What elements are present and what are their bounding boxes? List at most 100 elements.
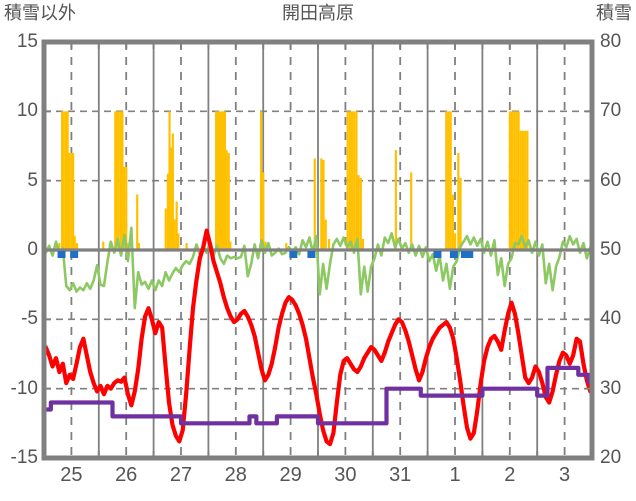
bar [394, 150, 397, 250]
x-axis-tick: 28 [224, 464, 247, 486]
bar [223, 111, 226, 250]
bar [357, 175, 360, 250]
bar [115, 111, 119, 250]
bar [259, 111, 263, 250]
right-axis-title: 積雪 [596, 3, 632, 23]
x-axis-tick: 27 [169, 464, 193, 486]
y-axis-tick-right: 70 [600, 100, 622, 122]
y-axis-tick-right: 20 [600, 447, 622, 468]
x-axis-tick: 26 [115, 464, 138, 486]
bar [410, 172, 413, 250]
y-axis-tick-left: -15 [10, 447, 38, 468]
bar [137, 243, 140, 250]
snow-flag-marker [307, 251, 316, 258]
bar [66, 111, 69, 250]
bar [346, 111, 349, 250]
snow-flag-marker [460, 251, 469, 258]
left-axis-title: 積雪以外 [4, 3, 76, 23]
bar [227, 152, 230, 250]
bar [453, 233, 457, 250]
bar [185, 243, 188, 250]
snow-flag-marker [433, 251, 442, 258]
bar [216, 111, 219, 250]
y-axis-tick-left: 5 [27, 169, 38, 191]
bar [353, 111, 356, 250]
bar [220, 111, 223, 250]
bar [457, 152, 460, 250]
bar [218, 111, 221, 250]
bar [68, 152, 71, 250]
y-axis-tick-right: 30 [600, 377, 622, 399]
bar [166, 173, 170, 250]
bar [73, 236, 76, 250]
blue-marker-series [57, 251, 474, 258]
y-axis-tick-left: 0 [27, 239, 38, 260]
bar [125, 166, 128, 250]
bar-series [56, 111, 529, 250]
bar [264, 241, 267, 250]
x-axis-tick: 3 [559, 464, 571, 486]
bar [519, 130, 522, 250]
bar [119, 111, 122, 250]
bar [126, 243, 130, 250]
bar [359, 177, 362, 250]
bar [170, 147, 173, 250]
chart-title: 開田高原 [282, 3, 354, 23]
x-axis-tick: 30 [334, 464, 357, 486]
y-axis-tick-left: -10 [10, 377, 38, 399]
bar [515, 111, 518, 250]
bar [229, 241, 232, 250]
y-axis-tick-right: 60 [600, 169, 622, 191]
bar [177, 233, 180, 250]
bar [122, 166, 126, 250]
bar [285, 243, 288, 250]
bar [447, 111, 450, 250]
snow-flag-marker [465, 251, 474, 258]
purple-step-series [41, 365, 595, 426]
bar [526, 130, 529, 250]
bar [121, 111, 124, 250]
bar [225, 150, 228, 250]
red-line-series [43, 228, 593, 447]
bar [102, 241, 105, 250]
bar [58, 243, 61, 250]
bar [164, 208, 167, 250]
snow-flag-marker [70, 251, 79, 258]
y-axis-tick-left: -5 [21, 308, 38, 330]
x-axis-tick: 1 [449, 464, 461, 486]
bar [513, 111, 516, 250]
y-axis-tick-right: 80 [600, 31, 622, 52]
x-axis-tick: 29 [279, 464, 302, 486]
bar [524, 130, 527, 250]
snow-flag-marker [449, 251, 458, 258]
bar [350, 111, 354, 250]
y-axis-tick-left: 10 [16, 100, 38, 122]
bar [262, 172, 265, 250]
bar [327, 238, 331, 250]
bar [445, 111, 448, 250]
x-axis-tick: 2 [504, 464, 516, 486]
bar [173, 219, 176, 250]
x-axis-tick: 25 [60, 464, 83, 486]
bar [64, 111, 68, 250]
bar [521, 130, 525, 250]
bar [508, 111, 511, 250]
bar [348, 111, 351, 250]
bar [114, 111, 117, 250]
bar [222, 111, 225, 250]
snow-flag-marker [57, 251, 66, 258]
bar [510, 111, 514, 250]
bar [168, 111, 171, 250]
x-axis-tick: 31 [389, 464, 412, 486]
bar [355, 111, 358, 250]
green-line-series [44, 226, 592, 310]
bar [215, 111, 218, 250]
bar [459, 177, 462, 250]
bar [62, 111, 65, 250]
bar [61, 111, 64, 250]
bar [175, 201, 178, 250]
bar [451, 194, 454, 250]
bar [313, 158, 316, 250]
bar [136, 194, 139, 250]
